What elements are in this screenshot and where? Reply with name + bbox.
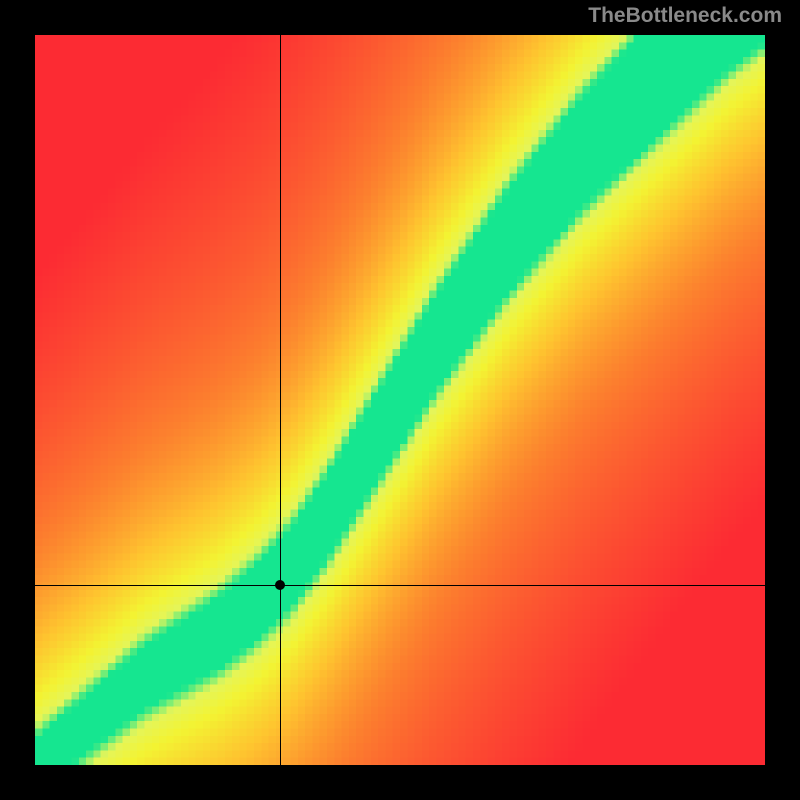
crosshair-horizontal <box>35 585 765 586</box>
watermark-text: TheBottleneck.com <box>588 4 782 28</box>
data-point-marker <box>275 580 285 590</box>
crosshair-vertical <box>280 35 281 765</box>
heatmap-plot <box>35 35 765 765</box>
heatmap-canvas <box>35 35 765 765</box>
